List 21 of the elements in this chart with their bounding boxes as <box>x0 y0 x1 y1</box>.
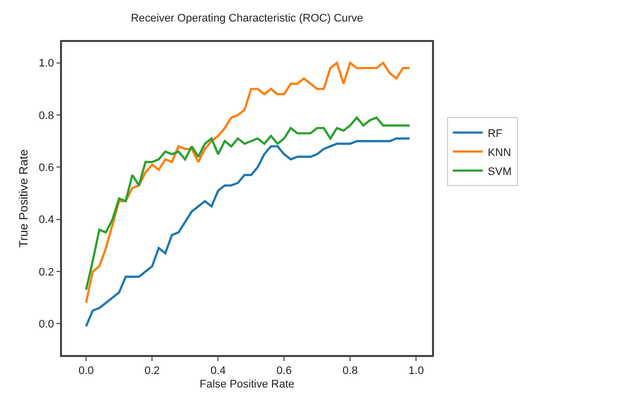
legend-label: RF <box>488 128 503 140</box>
y-tick-label: 1.0 <box>38 58 54 70</box>
y-tick-label: 0.6 <box>38 162 54 174</box>
legend-label: KNN <box>488 146 512 159</box>
chart-title: Receiver Operating Characteristic (ROC) Curve <box>130 12 364 25</box>
x-tick-label: 0.4 <box>210 364 226 377</box>
y-tick-label: 0.4 <box>38 214 54 226</box>
x-tick-label: 1.0 <box>408 364 424 377</box>
y-tick-label: 0.8 <box>38 110 54 122</box>
line-series <box>84 116 411 291</box>
x-tick-label: 0.2 <box>144 364 160 377</box>
x-axis-title: False Positive Rate <box>200 378 294 391</box>
x-tick-label: 0.0 <box>78 364 94 377</box>
legend-label: SVM <box>488 166 512 178</box>
x-tick-label: 0.6 <box>276 364 292 377</box>
y-tick-label: 0.0 <box>38 318 54 331</box>
line-series <box>84 62 411 304</box>
line-series <box>84 137 411 328</box>
y-tick-label: 0.2 <box>38 266 54 278</box>
x-tick-label: 0.8 <box>342 364 358 377</box>
y-axis-title: True Positive Rate <box>16 149 31 248</box>
